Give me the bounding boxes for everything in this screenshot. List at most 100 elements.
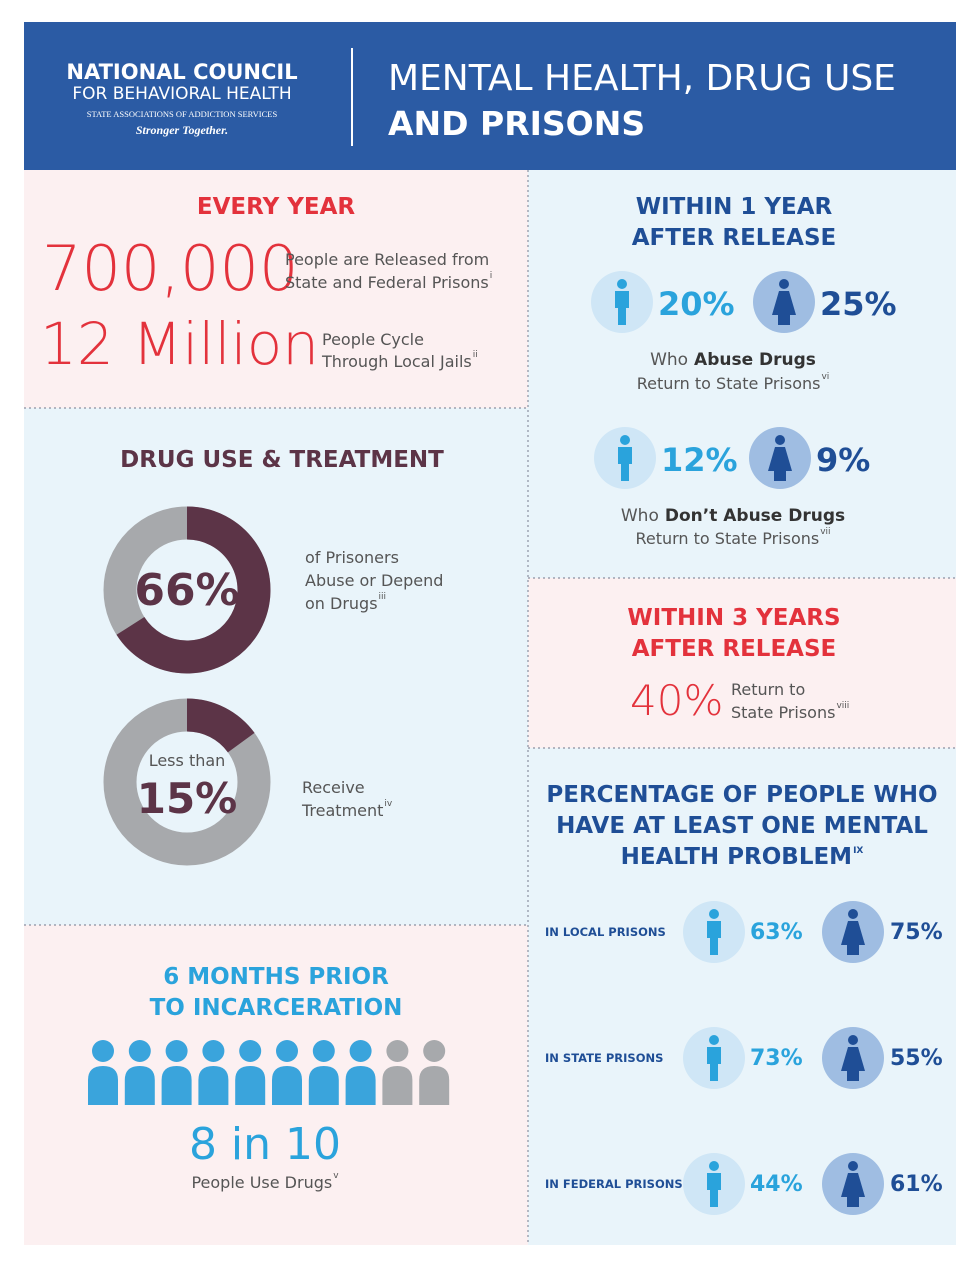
every-year-panel <box>24 170 528 408</box>
section-heading: DRUG USE & TREATMENT <box>120 447 444 473</box>
group-text: Return to State Prisonsvii <box>635 527 830 548</box>
group-text: Who Abuse Drugs <box>650 350 816 370</box>
female-icon-body <box>841 1173 865 1207</box>
female-icon-head <box>779 279 789 289</box>
donut-text: Receive <box>302 778 365 797</box>
female-percent: 55% <box>890 1046 943 1071</box>
footnote-mark: v <box>333 1171 339 1181</box>
person-head <box>128 1040 151 1062</box>
section-heading: PERCENTAGE OF PEOPLE WHO <box>546 782 937 808</box>
org-assoc: STATE ASSOCIATIONS OF ADDICTION SERVICES <box>87 109 278 119</box>
group-text: Who <box>621 506 659 526</box>
person-body <box>345 1066 376 1105</box>
donut-label: 66% <box>134 565 239 616</box>
female-icon-head <box>848 1035 858 1045</box>
logo: STATE ASSOCIATIONS OF ADDICTION SERVICES <box>87 109 278 119</box>
section-heading: AFTER RELEASE <box>632 225 837 251</box>
footnote-mark: i <box>490 271 493 281</box>
donut-text: Abuse or Depend <box>305 571 443 590</box>
male-icon-body <box>618 447 632 481</box>
donut-text: on Drugsiii <box>305 592 386 613</box>
section-heading: AFTER RELEASE <box>632 225 837 251</box>
female-percent: 9% <box>816 441 870 479</box>
stat-figure: 12 Million <box>40 310 319 378</box>
section-heading: HAVE AT LEAST ONE MENTAL <box>556 813 928 839</box>
donut-segment <box>116 506 271 674</box>
within-3-years-panel <box>528 578 956 748</box>
donut-segment <box>186 698 255 753</box>
section-heading: WITHIN 1 YEAR <box>636 194 833 220</box>
group-text: Return to State Prisonsvi <box>637 372 830 393</box>
male-icon-head <box>709 1161 719 1171</box>
male-icon-body <box>707 921 721 955</box>
caption: People Use Drugs <box>191 1173 332 1192</box>
org-sub: FOR BEHAVIORAL HEALTH <box>72 84 291 104</box>
female-icon-head <box>848 909 858 919</box>
row-label: IN LOCAL PRISONS <box>545 925 666 939</box>
drug-use-panel <box>24 408 528 925</box>
donut-text: Treatment <box>301 801 383 820</box>
person-body <box>235 1066 266 1105</box>
male-percent: 73% <box>750 1046 803 1071</box>
page-title: MENTAL HEALTH, DRUG USE <box>388 58 896 99</box>
logo: Stronger Together. <box>136 123 228 137</box>
footnote-mark: vii <box>820 527 830 537</box>
donut-text: on Drugs <box>305 594 378 613</box>
section-heading: WITHIN 3 YEARS <box>627 605 840 631</box>
person-body <box>124 1066 155 1105</box>
donut-label: 15% <box>137 774 238 823</box>
donut-label: 66% <box>134 565 239 616</box>
stat-text: Through Local Jailsii <box>321 350 478 371</box>
female-icon-head <box>775 435 785 445</box>
footnote-mark: vi <box>821 372 829 382</box>
title: AND PRISONS <box>388 104 645 143</box>
figure: 40% <box>630 676 723 725</box>
male-percent: 63% <box>750 920 803 945</box>
person-head <box>423 1040 446 1062</box>
figure: 8 in 10 <box>189 1119 341 1170</box>
figure: 8 in 10 <box>189 1119 341 1170</box>
person-body <box>382 1066 413 1105</box>
male-percent: 44% <box>750 1172 803 1197</box>
donut-text: Abuse or Depend <box>305 571 443 590</box>
male-icon-head <box>709 909 719 919</box>
footnote-mark: ii <box>473 350 478 360</box>
within-1-year-panel <box>528 170 956 578</box>
male-percent: 44% <box>750 1172 803 1197</box>
stat-text: State and Federal Prisonsi <box>285 271 492 292</box>
stat-text: State Prisons <box>731 703 835 722</box>
male-icon-head <box>709 1035 719 1045</box>
person-body <box>161 1066 192 1105</box>
logo: NATIONAL COUNCIL <box>66 60 297 84</box>
person-head <box>312 1040 335 1062</box>
section-heading: HAVE AT LEAST ONE MENTAL <box>556 813 928 839</box>
section-heading: AFTER RELEASE <box>632 636 837 662</box>
female-icon-body <box>841 1047 865 1081</box>
section-heading: HEALTH PROBLEM <box>621 844 852 870</box>
group-text: Who Don’t Abuse Drugs <box>621 506 845 526</box>
male-icon-body <box>707 1047 721 1081</box>
female-icon-body <box>841 921 865 955</box>
female-percent: 75% <box>890 920 943 945</box>
footnote-mark: viii <box>836 701 849 711</box>
stat-figure: 12 Million <box>40 310 319 378</box>
title: MENTAL HEALTH, DRUG USE <box>388 58 896 99</box>
group-text: Return to State Prisons <box>637 374 821 393</box>
mental-health-panel <box>528 748 956 1245</box>
donut-prefix: Less than <box>149 751 226 770</box>
donut-text: of Prisoners <box>305 548 399 567</box>
section-heading: 6 MONTHS PRIOR <box>163 964 389 990</box>
stat-text: Return to <box>731 680 805 699</box>
dividers <box>24 170 956 1245</box>
female-icon-body <box>768 447 792 481</box>
stat-text: People are Released from <box>285 250 489 269</box>
header-band <box>24 22 956 170</box>
footnote-mark: iv <box>384 799 393 809</box>
row-label: IN STATE PRISONS <box>545 1051 663 1065</box>
male-percent: 20% <box>658 285 735 323</box>
donut-prefix: Less than <box>149 751 226 770</box>
person-head <box>349 1040 372 1062</box>
section-heading: 6 MONTHS PRIOR <box>163 964 389 990</box>
figure: 40% <box>630 676 723 725</box>
org-name: NATIONAL COUNCIL <box>66 60 297 84</box>
